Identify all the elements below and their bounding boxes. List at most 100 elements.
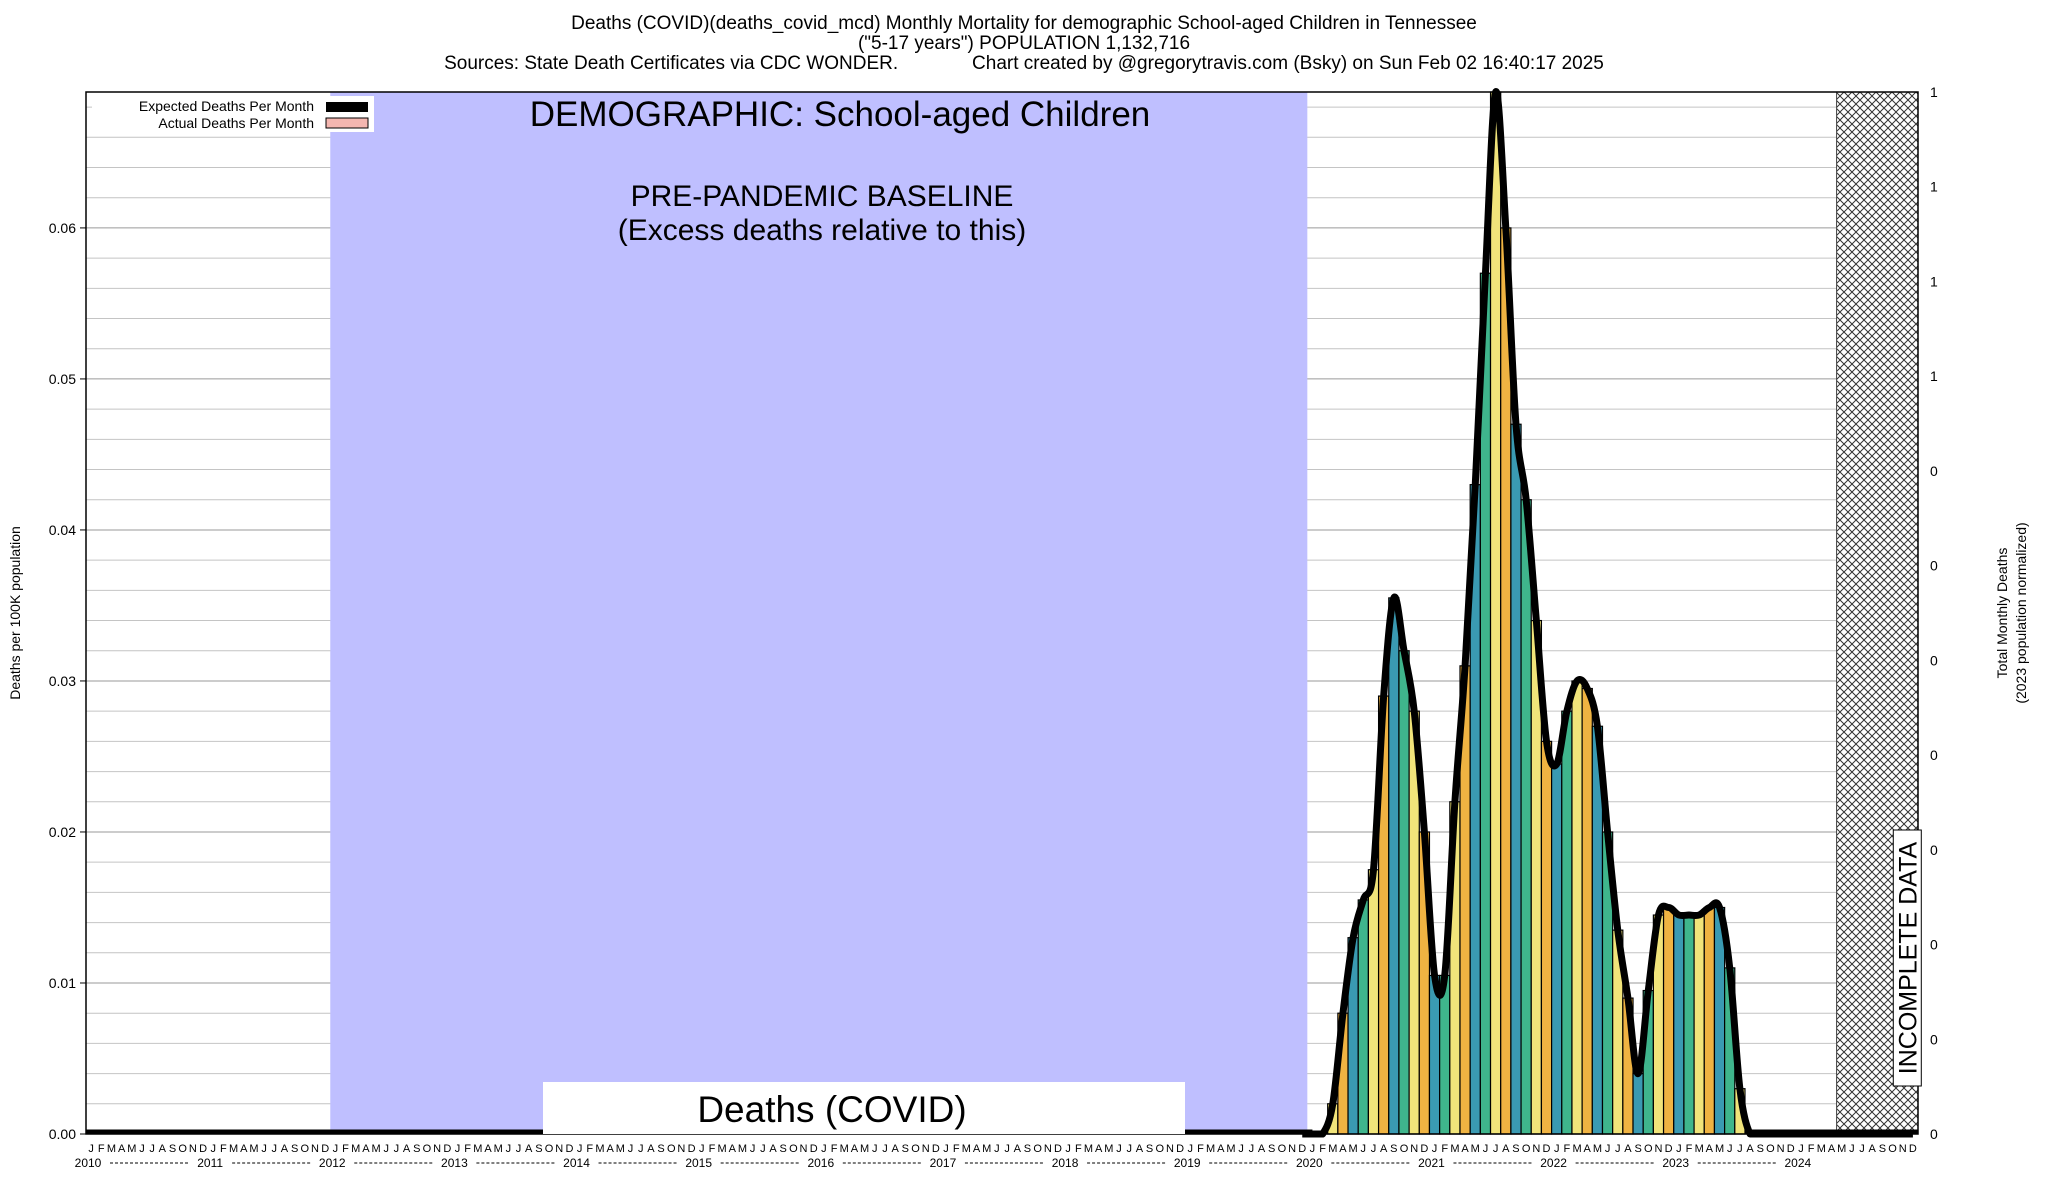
month-tick-label: A: [1828, 1143, 1836, 1155]
month-tick-label: S: [657, 1143, 664, 1155]
month-tick-label: A: [1502, 1143, 1510, 1155]
month-tick-label: O: [545, 1143, 554, 1155]
month-tick-label: J: [1249, 1143, 1255, 1155]
month-tick-label: M: [616, 1143, 625, 1155]
year-tick-label: 2020: [1296, 1156, 1323, 1170]
month-tick-label: D: [1420, 1143, 1428, 1155]
chart-title: Deaths (COVID)(deaths_covid_mcd) Monthly…: [571, 13, 1477, 34]
year-tick-label: 2024: [1785, 1156, 1812, 1170]
month-tick-label: M: [107, 1143, 116, 1155]
month-tick-label: F: [831, 1143, 838, 1155]
month-tick-label: A: [1869, 1143, 1877, 1155]
month-tick-label: A: [891, 1143, 899, 1155]
month-tick-label: M: [738, 1143, 747, 1155]
month-tick-label: J: [821, 1143, 827, 1155]
month-tick-label: D: [1787, 1143, 1795, 1155]
month-tick-label: J: [333, 1143, 339, 1155]
month-tick-label: A: [1706, 1143, 1714, 1155]
month-tick-label: A: [1014, 1143, 1022, 1155]
right-tick-label: 0: [1930, 937, 1938, 953]
month-tick-label: A: [851, 1143, 859, 1155]
month-tick-label: D: [932, 1143, 940, 1155]
month-tick-label: N: [1410, 1143, 1418, 1155]
month-tick-label: D: [1909, 1143, 1917, 1155]
month-tick-label: J: [1676, 1143, 1682, 1155]
month-tick-label: A: [1746, 1143, 1754, 1155]
month-tick-label: S: [780, 1143, 787, 1155]
month-tick-label: A: [1217, 1143, 1225, 1155]
month-tick-label: S: [1757, 1143, 1764, 1155]
month-tick-label: N: [677, 1143, 685, 1155]
month-tick-label: J: [1727, 1143, 1733, 1155]
cause-label-box: [543, 1082, 1185, 1134]
data-bar: [1388, 597, 1400, 1135]
month-tick-label: J: [1737, 1143, 1743, 1155]
month-tick-label: J: [506, 1143, 512, 1155]
month-tick-label: J: [760, 1143, 766, 1155]
month-tick-label: J: [1798, 1143, 1804, 1155]
month-tick-label: F: [1808, 1143, 1815, 1155]
year-tick-label: 2015: [685, 1156, 712, 1170]
incomplete-data-label: INCOMPLETE DATA: [1894, 841, 1922, 1074]
legend-actual-swatch: [325, 117, 369, 129]
month-tick-label: J: [1004, 1143, 1010, 1155]
y-tick-label: 0.04: [49, 522, 76, 538]
y-tick-label: 0.00: [49, 1126, 76, 1142]
month-tick-label: O: [178, 1143, 187, 1155]
month-tick-label: J: [638, 1143, 644, 1155]
month-tick-label: S: [1024, 1143, 1031, 1155]
month-tick-label: F: [464, 1143, 471, 1155]
legend-actual-label: Actual Deaths Per Month: [158, 115, 314, 131]
month-tick-label: S: [1634, 1143, 1641, 1155]
annotations: DEMOGRAPHIC: School-aged Children PRE-PAN…: [530, 95, 1922, 1134]
right-tick-label: 0: [1930, 463, 1938, 479]
month-tick-label: M: [840, 1143, 849, 1155]
year-tick-label: 2012: [319, 1156, 346, 1170]
month-tick-label: A: [769, 1143, 777, 1155]
month-tick-label: A: [1380, 1143, 1388, 1155]
month-tick-label: J: [383, 1143, 389, 1155]
month-tick-label: O: [1644, 1143, 1653, 1155]
right-tick-label: 0: [1930, 1031, 1938, 1047]
cause-label: Deaths (COVID): [697, 1089, 966, 1130]
month-tick-label: J: [699, 1143, 705, 1155]
month-tick-label: J: [149, 1143, 155, 1155]
data-bar: [1703, 906, 1716, 1135]
month-tick-label: D: [1054, 1143, 1062, 1155]
month-tick-label: A: [159, 1143, 167, 1155]
y-tick-label: 0.05: [49, 371, 76, 387]
month-tick-label: A: [281, 1143, 289, 1155]
data-bar: [1561, 710, 1573, 1135]
month-tick-label: N: [1288, 1143, 1296, 1155]
month-tick-label: J: [1310, 1143, 1316, 1155]
month-tick-label: S: [535, 1143, 542, 1155]
data-bar: [1510, 423, 1522, 1135]
month-tick-label: M: [1837, 1143, 1846, 1155]
month-tick-label: D: [1176, 1143, 1184, 1155]
year-tick-label: 2022: [1540, 1156, 1567, 1170]
axes: 0.00 0.01 0.02 0.03 0.04 0.05 0.06 0 0 0 0 0 0 0 0 1 1 1 1…: [7, 84, 2029, 1170]
month-tick-label: M: [351, 1143, 360, 1155]
month-tick-label: D: [565, 1143, 573, 1155]
month-tick-label: N: [1777, 1143, 1785, 1155]
month-tick-label: M: [1084, 1143, 1093, 1155]
month-tick-label: O: [1522, 1143, 1531, 1155]
data-bar: [1398, 650, 1410, 1135]
month-tick-label: J: [1615, 1143, 1621, 1155]
month-tick-label: F: [953, 1143, 960, 1155]
data-bar: [1693, 914, 1705, 1135]
month-tick-label: O: [1155, 1143, 1164, 1155]
data-bar: [1367, 869, 1380, 1135]
baseline-region: [330, 92, 1308, 1134]
month-tick-label: D: [199, 1143, 207, 1155]
y-tick-label: 0.06: [49, 220, 76, 236]
shaded-regions: [330, 91, 1919, 1135]
right-tick-label: 1: [1930, 273, 1938, 289]
month-tick-label: J: [1483, 1143, 1489, 1155]
month-tick-label: S: [413, 1143, 420, 1155]
month-tick-label: M: [473, 1143, 482, 1155]
month-tick-label: J: [261, 1143, 267, 1155]
month-tick-label: M: [229, 1143, 238, 1155]
month-tick-label: M: [1593, 1143, 1602, 1155]
data-bar: [1439, 974, 1451, 1135]
